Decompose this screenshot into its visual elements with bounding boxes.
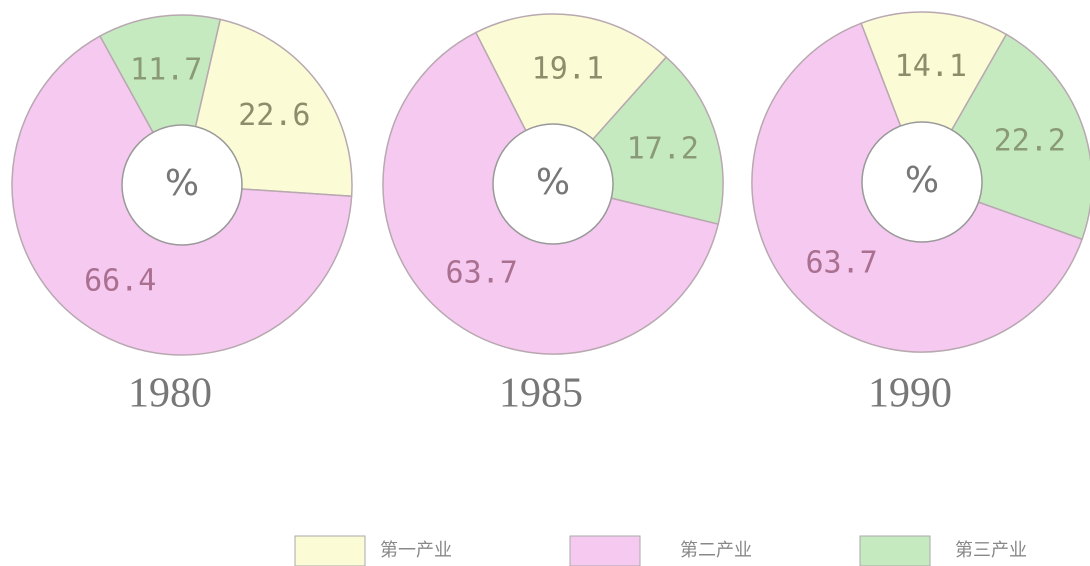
legend-label: 第三产业: [955, 540, 1027, 561]
slice-label: 14.1: [895, 49, 967, 84]
donut-hole: [492, 123, 614, 245]
slice-label: 22.2: [994, 124, 1066, 159]
slice-label: 17.2: [627, 131, 699, 166]
legend-swatch: [569, 535, 641, 566]
chart-title: 1980: [128, 371, 212, 417]
pie-slice: [474, 13, 668, 186]
donut-hole: [121, 124, 243, 246]
center-label: %: [165, 163, 199, 204]
chart-title: 1990: [868, 371, 952, 417]
legend-label: 第二产业: [680, 540, 752, 561]
slice-label: 19.1: [532, 51, 604, 86]
slice-label: 66.4: [84, 264, 156, 299]
legend-swatch: [859, 535, 931, 566]
donut-hole: [861, 121, 983, 243]
legend-label: 第一产业: [380, 540, 452, 561]
slice-label: 63.7: [805, 246, 877, 281]
legend-swatch: [294, 535, 366, 566]
slice-label: 22.6: [238, 98, 310, 133]
chart-title: 1985: [499, 371, 583, 417]
center-label: %: [905, 160, 939, 201]
pie-slice: [860, 11, 1008, 184]
center-label: %: [536, 162, 570, 203]
slice-label: 11.7: [130, 53, 202, 88]
slice-label: 63.7: [446, 256, 518, 291]
